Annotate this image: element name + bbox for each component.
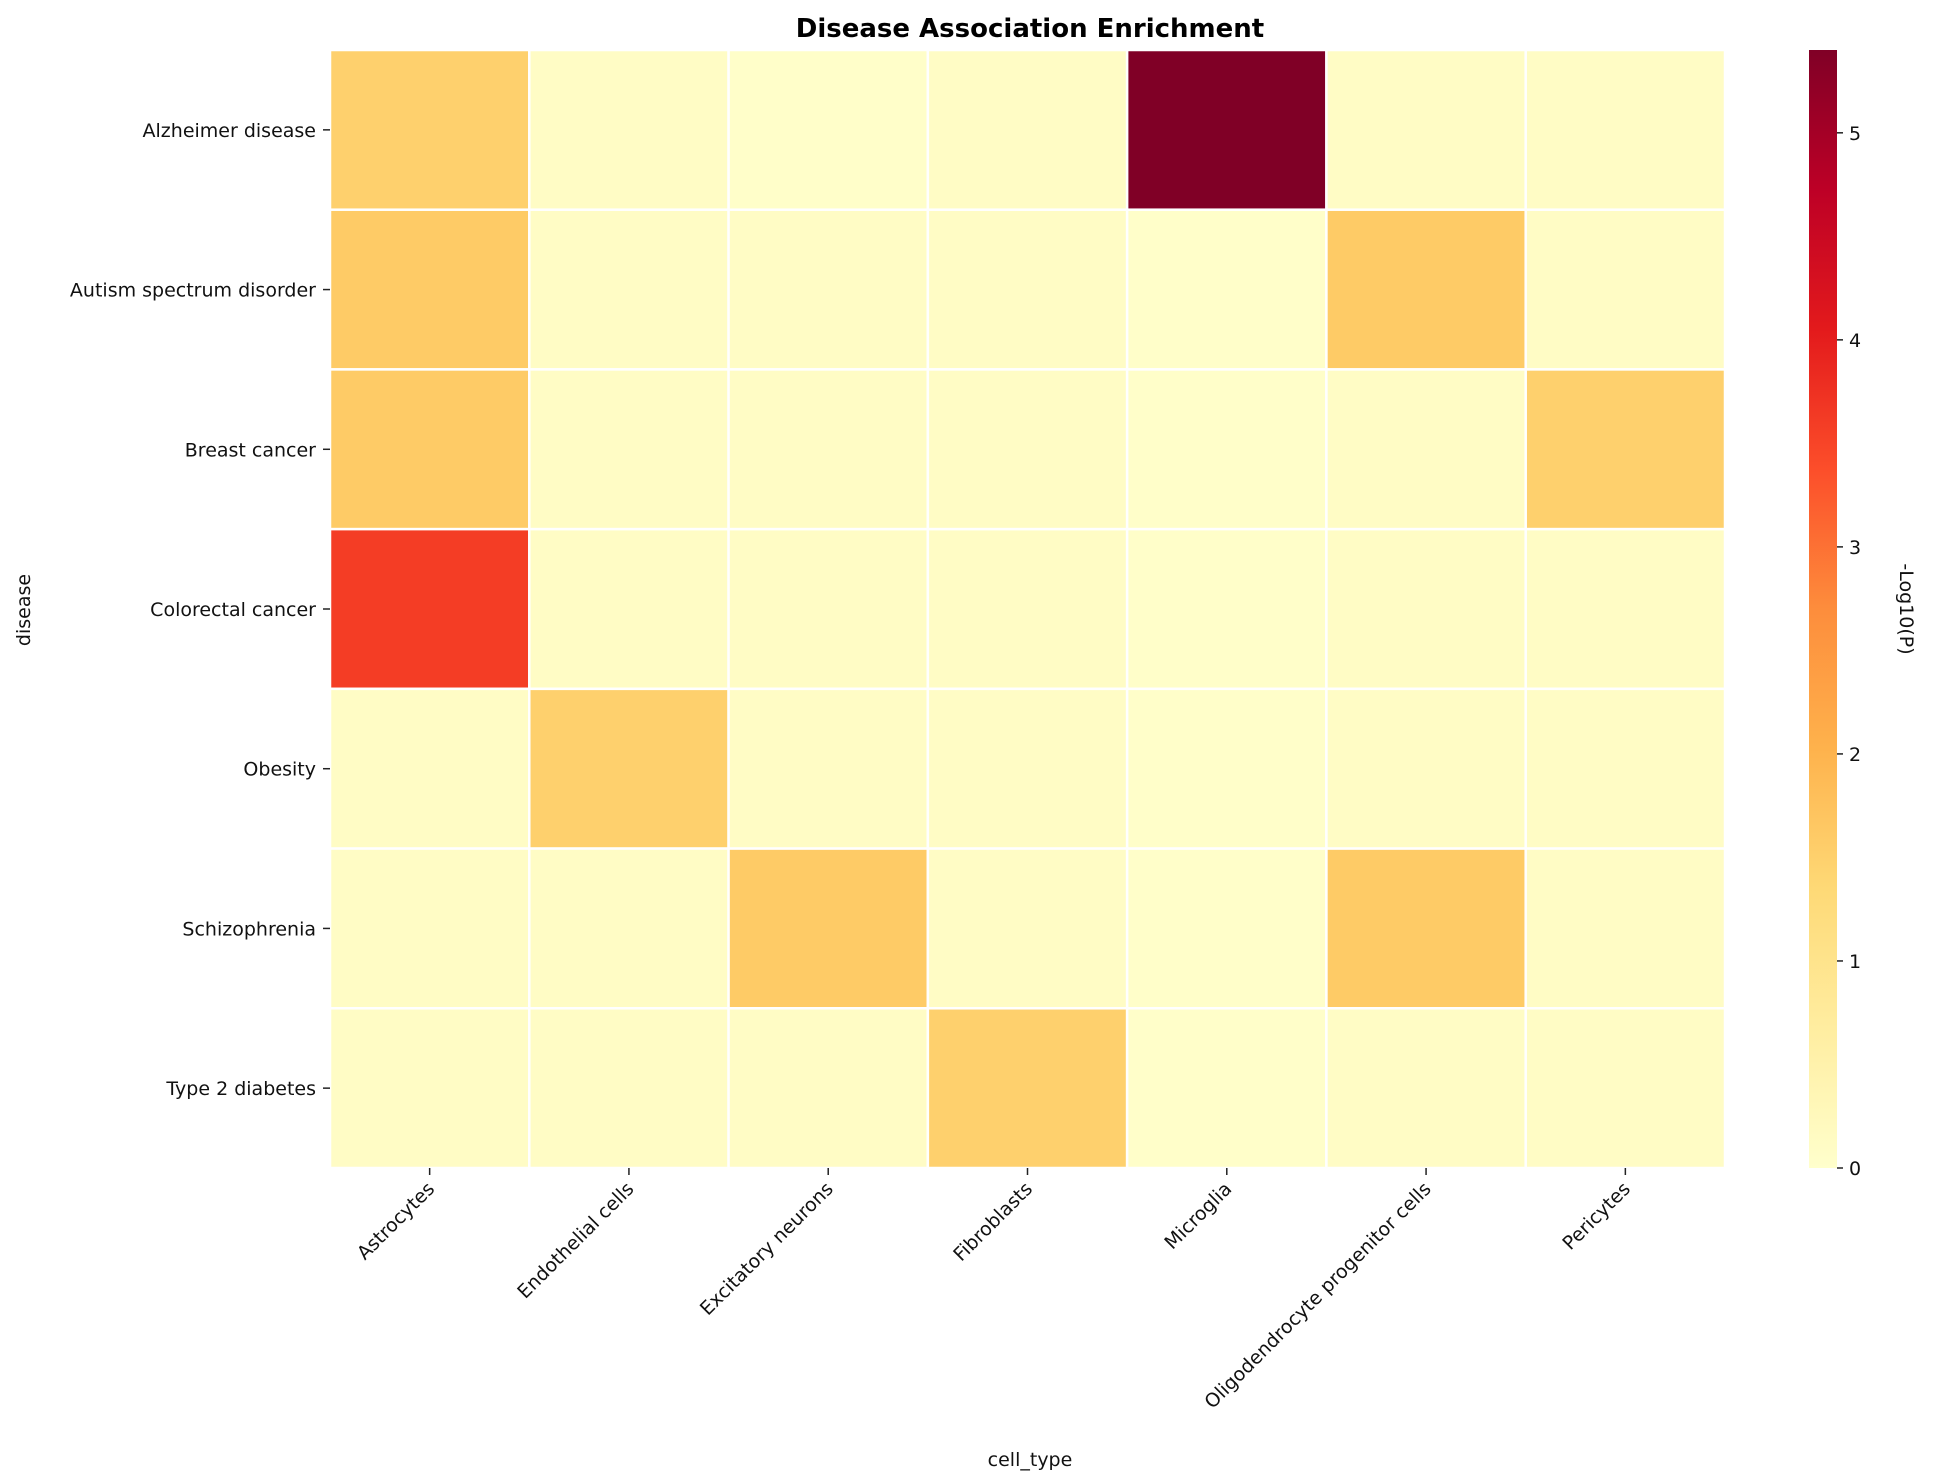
heatmap-cell <box>1325 48 1527 211</box>
heatmap-cell <box>727 368 930 531</box>
x-tick-label: Fibroblasts <box>949 1178 1037 1266</box>
heatmap-cell <box>328 208 531 371</box>
colorbar-tick-label: 3 <box>1849 537 1861 559</box>
heatmap-cell <box>528 368 730 531</box>
colorbar-tick-label: 5 <box>1849 123 1861 145</box>
heatmap-cell <box>528 527 730 691</box>
heatmap-cell <box>1325 368 1527 531</box>
heatmap-cell <box>328 527 531 691</box>
heatmap-cell <box>1524 368 1727 531</box>
heatmap-cell <box>328 687 531 850</box>
heatmap-cell <box>1325 687 1527 850</box>
heatmap-cell <box>328 1007 531 1170</box>
colorbar: 0 1 2 3 4 5 -Log10(P) <box>1809 50 1917 1180</box>
heatmap-cell <box>1125 48 1328 211</box>
colorbar-label: -Log10(P) <box>1895 563 1917 654</box>
heatmap-cell <box>1125 847 1328 1010</box>
heatmap-cell <box>1325 208 1527 371</box>
y-tick-label: Alzheimer disease <box>143 120 316 142</box>
heatmap-cell <box>727 527 930 691</box>
heatmap-cell <box>926 368 1129 531</box>
x-tick-label: Endothelial cells <box>513 1178 638 1303</box>
x-tick-label: Astrocytes <box>353 1178 439 1264</box>
heatmap-cell <box>926 208 1129 371</box>
heatmap-cell <box>1125 1007 1328 1170</box>
heatmap-cell <box>1325 847 1527 1010</box>
heatmap-cell <box>926 847 1129 1010</box>
y-tick-label: Schizophrenia <box>182 918 316 940</box>
colorbar-tick-label: 0 <box>1849 1158 1861 1180</box>
chart-title: Disease Association Enrichment <box>796 14 1264 44</box>
colorbar-tick-label: 4 <box>1849 330 1861 352</box>
heatmap-cell <box>727 687 930 850</box>
heatmap-cell <box>328 48 531 211</box>
heatmap-cell <box>926 48 1129 211</box>
heatmap-cell <box>528 1007 730 1170</box>
heatmap-cell <box>926 527 1129 691</box>
heatmap-cell <box>1524 48 1727 211</box>
heatmap-cells <box>328 48 1727 1170</box>
heatmap-cell <box>727 1007 930 1170</box>
heatmap-cell <box>1325 527 1527 691</box>
x-tick-label: Excitatory neurons <box>696 1178 838 1320</box>
heatmap-cell <box>1524 847 1727 1010</box>
colorbar-tick-label: 1 <box>1849 951 1861 973</box>
heatmap-cell <box>1125 527 1328 691</box>
heatmap-cell <box>1524 527 1727 691</box>
heatmap-cell <box>1524 1007 1727 1170</box>
y-tick-label: Autism spectrum disorder <box>70 280 316 302</box>
heatmap-cell <box>1524 687 1727 850</box>
y-tick-label: Colorectal cancer <box>150 599 316 621</box>
heatmap-cell <box>1325 1007 1527 1170</box>
y-tick-label: Obesity <box>243 759 316 781</box>
x-axis-ticks: Astrocytes Endothelial cells Excitatory ne… <box>353 1168 1635 1413</box>
heatmap-cell <box>727 847 930 1010</box>
y-axis-ticks: Alzheimer disease Autism spectrum disorde… <box>70 120 330 1100</box>
heatmap-cell <box>1125 687 1328 850</box>
colorbar-gradient <box>1809 50 1837 1168</box>
colorbar-tick-label: 2 <box>1849 744 1861 766</box>
heatmap-cell <box>528 687 730 850</box>
heatmap-cell <box>1125 368 1328 531</box>
heatmap-cell <box>528 847 730 1010</box>
y-tick-label: Type 2 diabetes <box>165 1078 316 1100</box>
x-tick-label: Pericytes <box>1558 1178 1635 1255</box>
heatmap-cell <box>328 368 531 531</box>
x-tick-label: Oligodendrocyte progenitor cells <box>1200 1178 1435 1413</box>
x-axis-title: cell_type <box>988 1449 1073 1471</box>
heatmap-cell <box>1125 208 1328 371</box>
heatmap-cell <box>727 208 930 371</box>
heatmap-cell <box>926 687 1129 850</box>
heatmap-cell <box>727 48 930 211</box>
heatmap-cell <box>926 1007 1129 1170</box>
heatmap-cell <box>528 48 730 211</box>
y-axis-title: disease <box>13 574 35 646</box>
x-tick-label: Microglia <box>1160 1178 1236 1254</box>
y-tick-label: Breast cancer <box>185 439 316 461</box>
heatmap-cell <box>528 208 730 371</box>
heatmap-cell <box>328 847 531 1010</box>
heatmap-cell <box>1524 208 1727 371</box>
